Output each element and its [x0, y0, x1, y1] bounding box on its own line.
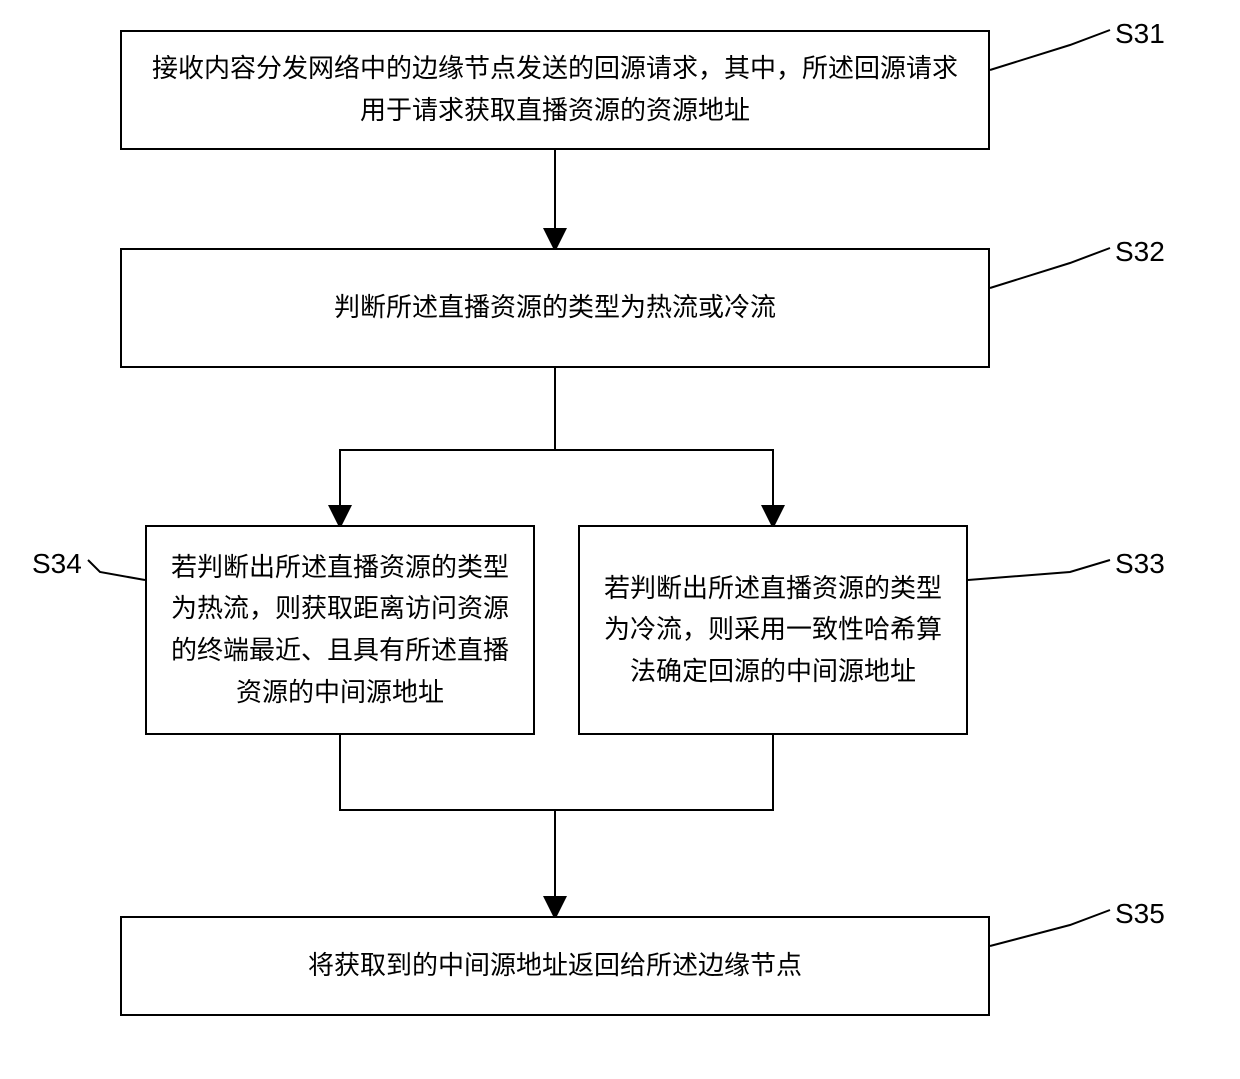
- label-text: S32: [1115, 236, 1165, 267]
- node-text: 接收内容分发网络中的边缘节点发送的回源请求，其中，所述回源请求用于请求获取直播资…: [142, 48, 968, 131]
- node-text: 将获取到的中间源地址返回给所述边缘节点: [308, 945, 802, 987]
- node-text: 若判断出所述直播资源的类型为冷流，则采用一致性哈希算法确定回源的中间源地址: [600, 568, 946, 693]
- edge-n3-merge: [555, 735, 773, 810]
- label-text: S34: [32, 548, 82, 579]
- label-connector-2: [968, 560, 1110, 580]
- label-text: S31: [1115, 18, 1165, 49]
- node-text: 若判断出所述直播资源的类型为热流，则获取距离访问资源的终端最近、且具有所述直播资…: [167, 547, 513, 713]
- step-label-S33: S33: [1115, 548, 1165, 580]
- label-connector-3: [88, 560, 145, 580]
- label-connector-4: [990, 910, 1110, 946]
- flowchart-node-n1: 接收内容分发网络中的边缘节点发送的回源请求，其中，所述回源请求用于请求获取直播资…: [120, 30, 990, 150]
- flowchart-node-n2: 判断所述直播资源的类型为热流或冷流: [120, 248, 990, 368]
- flowchart-node-n4: 若判断出所述直播资源的类型为热流，则获取距离访问资源的终端最近、且具有所述直播资…: [145, 525, 535, 735]
- flowchart-container: 接收内容分发网络中的边缘节点发送的回源请求，其中，所述回源请求用于请求获取直播资…: [0, 0, 1240, 1079]
- edge-split-n4: [340, 450, 555, 525]
- label-connector-1: [990, 248, 1110, 288]
- flowchart-node-n5: 将获取到的中间源地址返回给所述边缘节点: [120, 916, 990, 1016]
- label-text: S35: [1115, 898, 1165, 929]
- label-text: S33: [1115, 548, 1165, 579]
- label-connector-0: [990, 30, 1110, 70]
- step-label-S31: S31: [1115, 18, 1165, 50]
- node-text: 判断所述直播资源的类型为热流或冷流: [334, 287, 776, 329]
- edge-n4-merge: [340, 735, 555, 810]
- flowchart-node-n3: 若判断出所述直播资源的类型为冷流，则采用一致性哈希算法确定回源的中间源地址: [578, 525, 968, 735]
- step-label-S35: S35: [1115, 898, 1165, 930]
- edge-split-n3: [555, 450, 773, 525]
- step-label-S34: S34: [32, 548, 82, 580]
- step-label-S32: S32: [1115, 236, 1165, 268]
